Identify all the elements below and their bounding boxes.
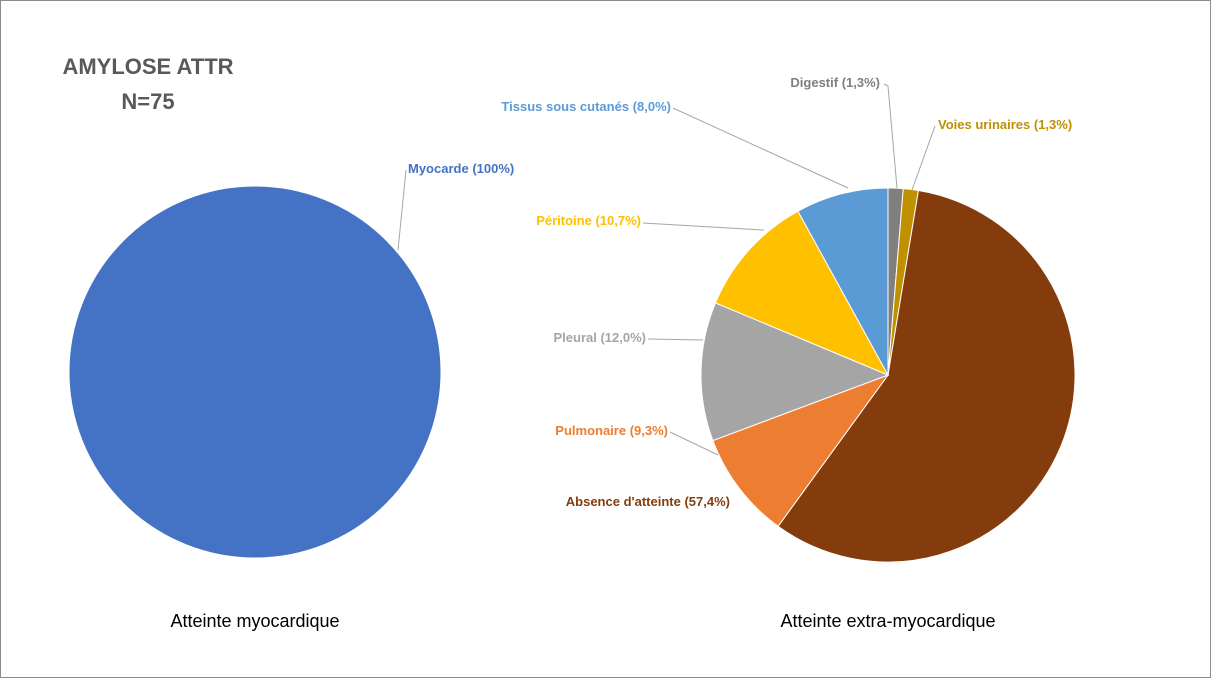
data-label: Pulmonaire (9,3%) <box>555 423 668 438</box>
pie-slice <box>700 302 890 442</box>
leader-line <box>911 125 936 191</box>
label-value: (1,3%) <box>1034 117 1072 132</box>
label-category: Péritoine <box>536 213 592 228</box>
label-category: Voies urinaires <box>938 117 1030 132</box>
data-label: Péritoine (10,7%) <box>536 213 641 228</box>
label-value: (1,3%) <box>842 75 880 90</box>
leader-line <box>883 83 898 189</box>
label-category: Pulmonaire <box>555 423 626 438</box>
pie-title: Atteinte myocardique <box>170 611 339 631</box>
data-label: Voies urinaires (1,3%) <box>938 117 1072 132</box>
pie-slice <box>797 187 889 376</box>
leader-line <box>642 222 765 231</box>
label-value: (12,0%) <box>600 330 646 345</box>
label-value: (9,3%) <box>630 423 668 438</box>
label-category: Myocarde <box>408 161 469 176</box>
leader-line <box>669 431 719 456</box>
chart-subtitle: N=75 <box>121 89 174 114</box>
data-label: Pleural (12,0%) <box>553 330 646 345</box>
pie-slice <box>714 210 890 377</box>
pie-title: Atteinte extra-myocardique <box>780 611 995 631</box>
label-value: (8,0%) <box>633 99 671 114</box>
data-label: Absence d'atteinte (57,4%) <box>566 494 730 509</box>
label-value: (57,4%) <box>684 494 730 509</box>
pie-slice <box>68 185 442 559</box>
data-label: Myocarde (100%) <box>408 161 514 176</box>
chart-title: AMYLOSE ATTR <box>62 54 233 79</box>
leader-line <box>397 169 407 251</box>
label-category: Absence d'atteinte <box>566 494 681 509</box>
label-value: (10,7%) <box>595 213 641 228</box>
leader-line <box>647 338 704 341</box>
label-value: (100%) <box>472 161 514 176</box>
leader-line <box>672 107 849 189</box>
label-category: Tissus sous cutanés <box>501 99 629 114</box>
label-category: Digestif <box>790 75 838 90</box>
data-label: Tissus sous cutanés (8,0%) <box>501 99 671 114</box>
pie-slice <box>777 189 1076 563</box>
pie-slice <box>712 373 890 527</box>
label-category: Pleural <box>553 330 596 345</box>
data-label: Digestif (1,3%) <box>790 75 880 90</box>
